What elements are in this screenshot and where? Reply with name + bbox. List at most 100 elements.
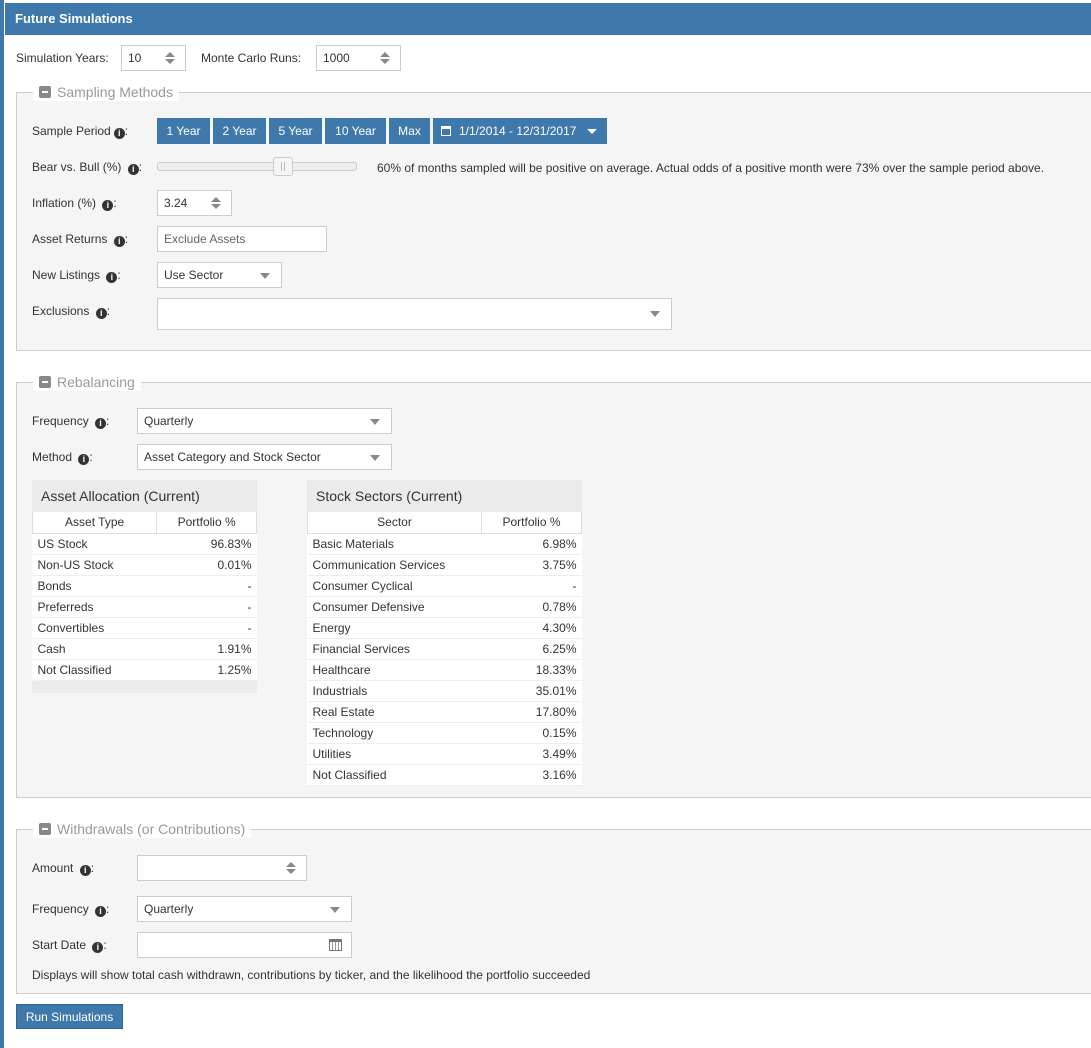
exclusions-select[interactable] [157,298,672,330]
period-1-year-button[interactable]: 1 Year [157,118,210,144]
name-cell: Not Classified [307,764,482,786]
chevron-down-icon [650,311,660,317]
info-icon[interactable]: i [113,236,125,247]
info-icon[interactable]: i [102,200,114,211]
calendar-icon[interactable] [329,939,342,951]
column-header: Asset Type [31,512,158,534]
name-cell: Financial Services [307,638,482,660]
portfolio-percent-cell: 18.33% [481,659,582,681]
label-text: New Listings [32,268,101,282]
date-range-dropdown[interactable]: 1/1/2014 - 12/31/2017 [433,118,607,144]
start-date-label: Start Date i: [32,938,107,953]
label-text: Inflation (%) [32,196,97,210]
table-row: Financial Services 6.25% [307,638,582,660]
column-header: Portfolio % [481,512,582,534]
asset-returns-label: Asset Returns i: [32,232,129,247]
simulation-years-value: 10 [128,51,142,65]
name-cell: Bonds [32,575,157,597]
rebalance-method-label: Method i: [32,450,93,465]
spinner-icon[interactable] [211,197,221,209]
portfolio-percent-cell: 0.15% [481,722,582,744]
rebalance-frequency-select[interactable]: Quarterly [137,408,392,434]
table-title: Asset Allocation (Current) [32,480,257,512]
name-cell: Healthcare [307,659,482,681]
label-text: Amount [32,861,74,875]
table-row: Not Classified 1.25% [32,659,257,681]
info-icon[interactable]: i [127,164,139,175]
exclude-assets-input[interactable]: Exclude Assets [157,226,327,252]
legend-text: Rebalancing [57,374,135,390]
info-icon[interactable]: i [95,418,107,429]
new-listings-select[interactable]: Use Sector [157,262,282,288]
name-cell: US Stock [32,533,157,555]
name-cell: Consumer Cyclical [307,575,482,597]
amount-input[interactable] [137,855,307,881]
withdrawal-frequency-select[interactable]: Quarterly [137,896,352,922]
page-title: Future Simulations [5,3,1091,35]
collapse-icon[interactable] [39,86,51,98]
sample-period-label: Sample Period i: [32,124,129,139]
name-cell: Consumer Defensive [307,596,482,618]
chevron-down-icon [260,273,270,279]
name-cell: Cash [32,638,157,660]
name-cell: Real Estate [307,701,482,723]
info-icon[interactable]: i [95,906,107,917]
bear-bull-label: Bear vs. Bull (%) i: [32,160,143,175]
label-text: Sample Period [32,124,111,138]
legend-text: Withdrawals (or Contributions) [57,821,246,837]
method-value: Asset Category and Stock Sector [144,450,321,464]
slider-handle[interactable] [273,157,293,176]
table-row: Healthcare 18.33% [307,659,582,681]
table-row: Communication Services 3.75% [307,554,582,576]
exclusions-label: Exclusions i: [32,304,111,319]
new-listings-label: New Listings i: [32,268,121,283]
withdrawals-legend[interactable]: Withdrawals (or Contributions) [33,820,252,838]
spinner-icon[interactable] [286,862,296,874]
stock-sectors-table: Stock Sectors (Current) Sector Portfolio … [307,480,582,786]
label-text: Frequency [32,414,89,428]
table-row: Energy 4.30% [307,617,582,639]
portfolio-percent-cell: - [156,617,257,639]
asset-allocation-table: Asset Allocation (Current) Asset Type Por… [31,480,257,693]
table-title: Stock Sectors (Current) [307,480,582,512]
start-date-input[interactable] [137,932,352,958]
portfolio-percent-cell: 17.80% [481,701,582,723]
name-cell: Industrials [307,680,482,702]
info-icon[interactable]: i [113,128,125,139]
spinner-icon[interactable] [165,52,175,64]
period-2-year-button[interactable]: 2 Year [213,118,266,144]
collapse-icon[interactable] [39,823,51,835]
frequency-value: Quarterly [144,902,194,916]
monte-carlo-runs-value: 1000 [323,51,350,65]
table-row: Industrials 35.01% [307,680,582,702]
inflation-input[interactable]: 3.24 [157,190,232,216]
bear-bull-slider[interactable] [157,157,357,176]
period-10-year-button[interactable]: 10 Year [325,118,386,144]
monte-carlo-runs-input[interactable]: 1000 [316,45,401,71]
rebalancing-legend[interactable]: Rebalancing [33,373,141,391]
portfolio-percent-cell: 0.01% [156,554,257,576]
info-icon[interactable]: i [78,454,90,465]
info-icon[interactable]: i [106,272,118,283]
portfolio-percent-cell: 1.25% [156,659,257,681]
table-row: Not Classified 3.16% [307,764,582,786]
rebalance-method-select[interactable]: Asset Category and Stock Sector [137,444,392,470]
inflation-label: Inflation (%) i: [32,196,117,211]
period-max-button[interactable]: Max [389,118,430,144]
calendar-icon [441,126,451,136]
label-text: Bear vs. Bull (%) [32,160,122,174]
period-5-year-button[interactable]: 5 Year [269,118,322,144]
portfolio-percent-cell: 4.30% [481,617,582,639]
spinner-icon[interactable] [380,52,390,64]
sampling-methods-legend[interactable]: Sampling Methods [33,83,179,101]
collapse-icon[interactable] [39,376,51,388]
name-cell: Utilities [307,743,482,765]
simulation-years-input[interactable]: 10 [121,45,186,71]
table-footer [32,680,257,693]
info-icon[interactable]: i [95,308,107,319]
run-simulations-button[interactable]: Run Simulations [16,1004,123,1029]
info-icon[interactable]: i [79,865,91,876]
withdrawals-note: Displays will show total cash withdrawn,… [32,968,591,982]
name-cell: Technology [307,722,482,744]
info-icon[interactable]: i [92,942,104,953]
